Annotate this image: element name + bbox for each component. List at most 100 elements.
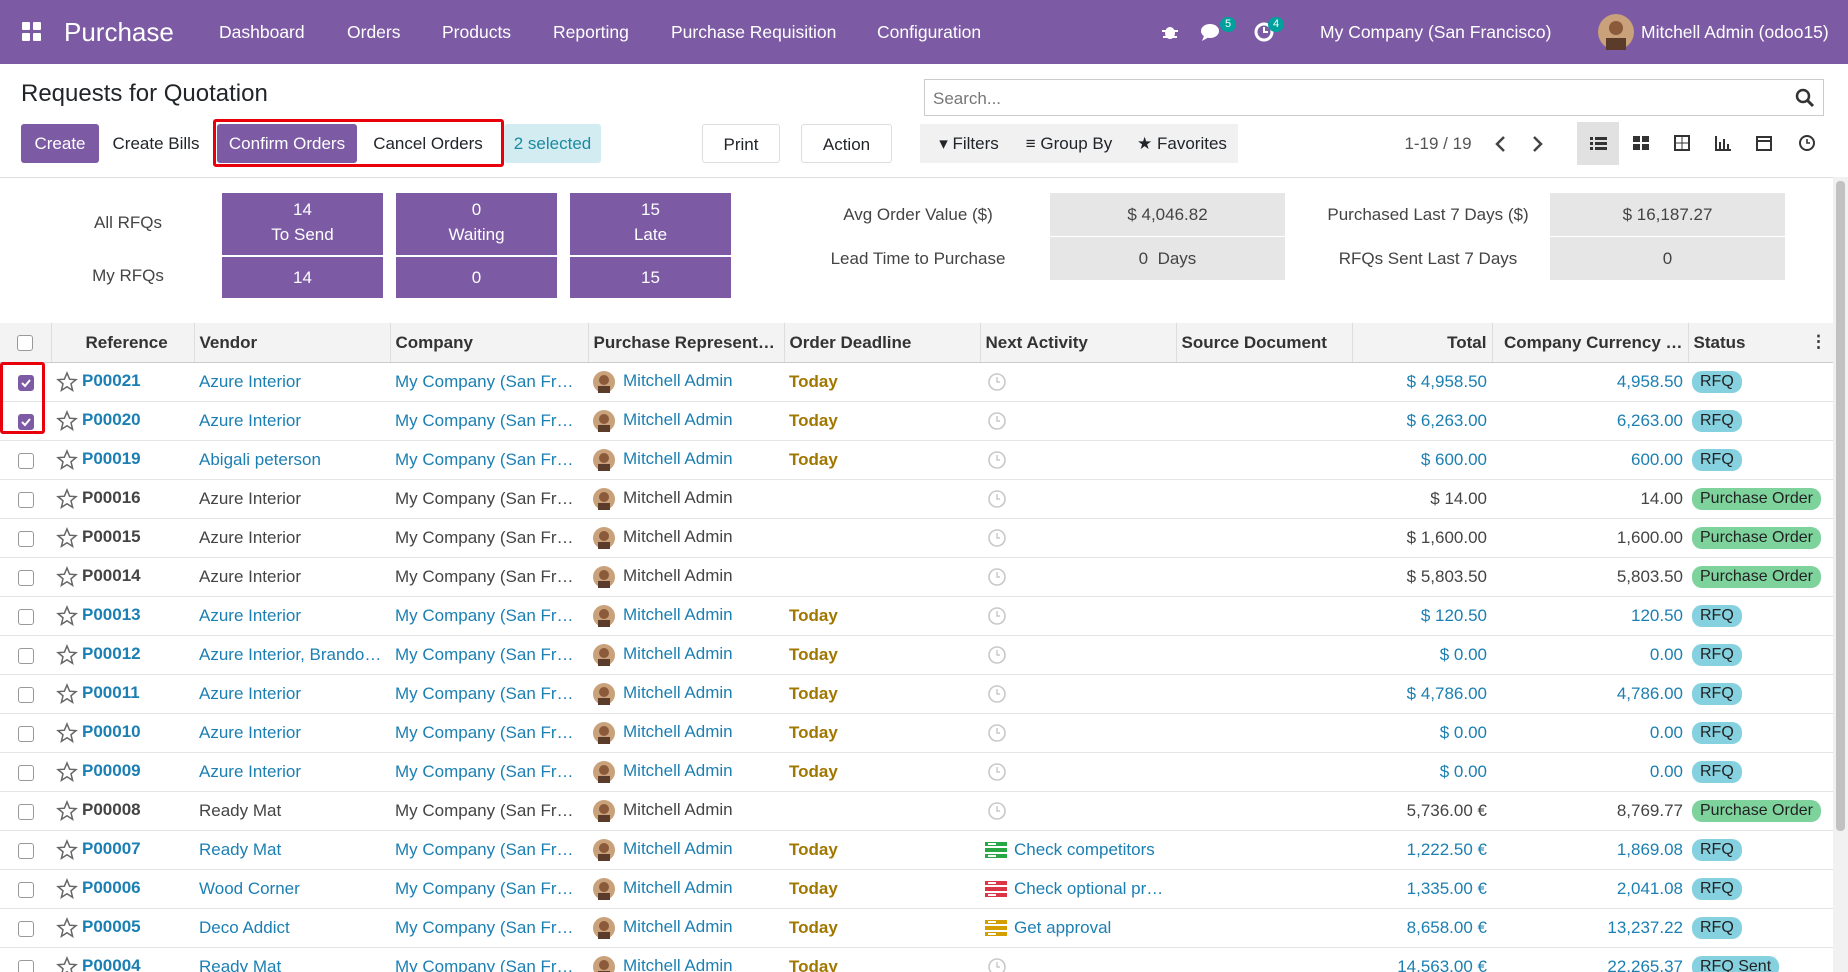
tile-mine[interactable]: 15 xyxy=(570,257,731,298)
menu-item[interactable]: Orders xyxy=(347,22,401,42)
checkbox[interactable] xyxy=(17,335,34,352)
company[interactable]: My Company (San Fr… xyxy=(390,401,588,441)
row-select[interactable] xyxy=(0,869,51,909)
star-icon[interactable] xyxy=(56,917,78,939)
representative[interactable]: Mitchell Admin xyxy=(623,761,733,781)
checkbox[interactable] xyxy=(17,764,34,781)
checkbox[interactable] xyxy=(17,920,34,937)
tile-mine[interactable]: 14 xyxy=(222,257,383,298)
reference[interactable]: P00012 xyxy=(82,644,141,664)
vendor[interactable]: Wood Corner xyxy=(194,869,390,909)
reference[interactable]: P00014 xyxy=(82,566,141,586)
table-row[interactable]: P00008 Ready Mat My Company (San Fr… Mitche… xyxy=(0,791,1833,831)
row-select[interactable] xyxy=(0,908,51,948)
row-select[interactable] xyxy=(0,947,51,972)
vendor[interactable]: Ready Mat xyxy=(194,830,390,870)
checkbox[interactable] xyxy=(17,686,34,703)
pager-arrows[interactable] xyxy=(1492,134,1546,154)
table-row[interactable]: P00015 Azure Interior My Company (San Fr… M… xyxy=(0,518,1833,558)
menu-item[interactable]: Dashboard xyxy=(219,22,305,42)
checkbox[interactable] xyxy=(17,374,34,391)
checkbox[interactable] xyxy=(17,647,34,664)
checkbox[interactable] xyxy=(17,881,34,898)
row-select[interactable] xyxy=(0,713,51,753)
search-box[interactable]: Search... xyxy=(924,79,1824,116)
column-header[interactable]: Order Deadline xyxy=(783,323,980,363)
checkbox[interactable] xyxy=(17,491,34,508)
star-icon[interactable] xyxy=(56,878,78,900)
table-row[interactable]: P00014 Azure Interior My Company (San Fr… M… xyxy=(0,557,1833,597)
menu-item[interactable]: Products xyxy=(442,22,512,42)
representative[interactable]: Mitchell Admin xyxy=(623,956,733,972)
star-icon[interactable] xyxy=(56,527,78,549)
vendor[interactable]: Deco Addict xyxy=(194,908,390,948)
column-header[interactable]: Status ⋮ xyxy=(1687,323,1833,363)
star-icon[interactable] xyxy=(56,644,78,666)
reference[interactable]: P00016 xyxy=(82,488,141,508)
activity[interactable]: Get approval xyxy=(1014,917,1112,937)
representative[interactable]: Mitchell Admin xyxy=(623,644,733,664)
row-select[interactable] xyxy=(0,635,51,675)
menu-item[interactable]: Purchase Requisition xyxy=(671,22,837,42)
checkbox[interactable] xyxy=(17,725,34,742)
company[interactable]: My Company (San Fr… xyxy=(390,947,588,972)
app-name[interactable]: Purchase xyxy=(64,17,174,47)
vendor[interactable]: Azure Interior xyxy=(194,401,390,441)
user-menu[interactable]: Mitchell Admin (odoo15) xyxy=(1641,22,1829,42)
table-row[interactable]: P00016 Azure Interior My Company (San Fr… M… xyxy=(0,479,1833,519)
table-row[interactable]: P00019 Abigali peterson My Company (San Fr… xyxy=(0,440,1833,480)
menu-item[interactable]: Configuration xyxy=(877,22,982,42)
checkbox[interactable] xyxy=(17,842,34,859)
star-icon[interactable] xyxy=(56,566,78,588)
star-icon[interactable] xyxy=(56,488,78,510)
tile[interactable]: 15 Late xyxy=(570,193,731,255)
create-bills-button[interactable]: Create Bills xyxy=(112,134,200,153)
table-row[interactable]: P00020 Azure Interior My Company (San Fr… M… xyxy=(0,401,1833,441)
reference[interactable]: P00009 xyxy=(82,761,141,781)
row-select[interactable] xyxy=(0,791,51,831)
representative[interactable]: Mitchell Admin xyxy=(623,878,733,898)
select-all[interactable] xyxy=(0,323,51,363)
view-switcher[interactable] xyxy=(1577,122,1829,165)
star-icon[interactable] xyxy=(56,839,78,861)
table-row[interactable]: P00012 Azure Interior, Brando… My Company … xyxy=(0,635,1833,675)
vendor[interactable]: Azure Interior xyxy=(194,362,390,402)
tile[interactable]: 0 Waiting xyxy=(396,193,557,255)
column-header[interactable]: Next Activity xyxy=(979,323,1176,363)
filters-button[interactable]: ▾ Filters xyxy=(939,134,999,153)
star-icon[interactable] xyxy=(56,761,78,783)
checkbox[interactable] xyxy=(17,413,34,430)
representative[interactable]: Mitchell Admin xyxy=(623,683,733,703)
column-options[interactable]: ⋮ xyxy=(1810,332,1827,351)
checkbox[interactable] xyxy=(17,530,34,547)
vendor[interactable]: Abigali peterson xyxy=(194,440,390,480)
company[interactable]: My Company (San Fr… xyxy=(390,869,588,909)
star-icon[interactable] xyxy=(56,410,78,432)
representative[interactable]: Mitchell Admin xyxy=(623,839,733,859)
star-icon[interactable] xyxy=(56,956,78,972)
representative[interactable]: Mitchell Admin xyxy=(623,449,733,469)
user-avatar[interactable] xyxy=(1598,14,1634,50)
column-header[interactable]: Vendor xyxy=(193,323,390,363)
reference[interactable]: P00019 xyxy=(82,449,141,469)
reference[interactable]: P00021 xyxy=(82,371,141,391)
company[interactable]: My Company (San Fr… xyxy=(390,908,588,948)
table-row[interactable]: P00021 Azure Interior My Company (San Fr… M… xyxy=(0,362,1833,402)
action-button[interactable]: Action xyxy=(801,124,892,163)
representative[interactable]: Mitchell Admin xyxy=(623,917,733,937)
star-icon[interactable] xyxy=(56,683,78,705)
reference[interactable]: P00010 xyxy=(82,722,141,742)
column-header[interactable]: Company Currency … xyxy=(1491,323,1688,363)
vendor[interactable]: Azure Interior xyxy=(194,596,390,636)
activity-icon[interactable] xyxy=(1254,22,1274,42)
row-select[interactable] xyxy=(0,596,51,636)
company[interactable]: My Company (San Fr… xyxy=(390,674,588,714)
company[interactable]: My Company (San Fr… xyxy=(390,752,588,792)
reference[interactable]: P00020 xyxy=(82,410,141,430)
company[interactable]: My Company (San Fr… xyxy=(390,596,588,636)
row-select[interactable] xyxy=(0,674,51,714)
representative[interactable]: Mitchell Admin xyxy=(623,722,733,742)
column-header[interactable]: Purchase Represent… xyxy=(587,323,784,363)
table-row[interactable]: P00006 Wood Corner My Company (San Fr… Mitc… xyxy=(0,869,1833,909)
create-button[interactable]: Create xyxy=(21,124,99,163)
